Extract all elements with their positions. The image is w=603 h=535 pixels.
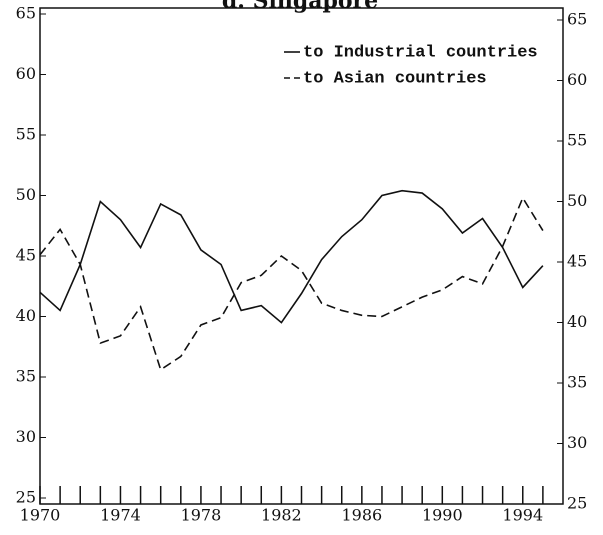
x-tick-label: 1994 [502,506,543,525]
legend-label: to Asian countries [303,69,487,88]
y2-tick-label: 50 [567,191,587,210]
y-tick-label: 40 [16,306,36,325]
x-tick-label: 1990 [422,506,463,525]
y2-tick-label: 45 [567,252,587,271]
y2-tick-label: 40 [567,312,587,331]
y2-tick-label: 65 [567,10,587,29]
x-tick-label: 1978 [181,506,222,525]
series-line [39,189,544,324]
chart-title: d. Singapore [222,0,378,14]
series-line [39,196,544,371]
y2-tick-label: 55 [567,131,587,150]
y-tick-label: 30 [16,427,36,446]
x-tick-label: 1982 [261,506,302,525]
y-tick-label: 25 [16,488,36,507]
y2-tick-label: 60 [567,70,587,89]
y2-tick-label: 25 [567,494,587,513]
y-tick-label: 35 [16,367,36,386]
x-tick-label: 1986 [341,506,382,525]
x-tick-label: 1974 [100,506,141,525]
y2-tick-label: 30 [567,433,587,452]
y-tick-label: 60 [16,64,36,83]
y-tick-label: 45 [16,246,36,265]
y-tick-label: 65 [16,4,36,23]
y-tick-label: 50 [16,185,36,204]
legend-label: to Industrial countries [303,43,538,62]
y-tick-label: 55 [16,125,36,144]
y2-tick-label: 35 [567,373,587,392]
x-tick-label: 1970 [20,506,61,525]
